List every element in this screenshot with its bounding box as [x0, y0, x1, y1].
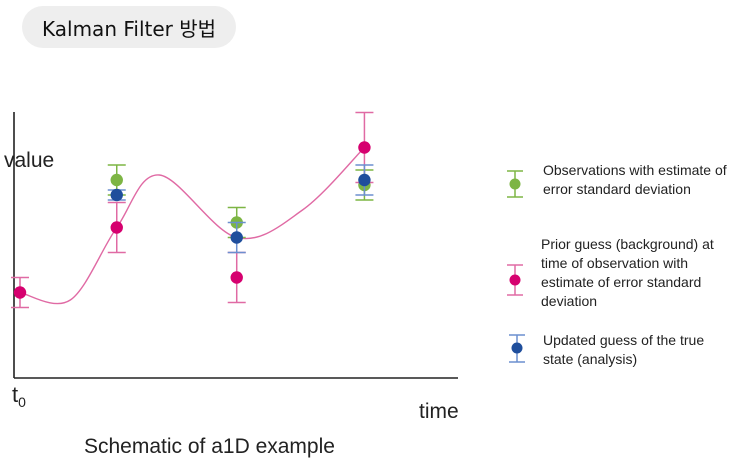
figure-caption: Schematic of a1D example: [84, 435, 335, 458]
prior-point-2: [227, 251, 246, 304]
origin-label-subscript: 0: [18, 394, 26, 410]
updated-point-2: [355, 164, 374, 196]
updated-point-0: [107, 188, 126, 202]
origin-label: t0: [12, 382, 26, 410]
prior-point-0: [11, 276, 29, 309]
prior-point-1: [107, 201, 126, 254]
y-axis-label: value: [4, 149, 54, 172]
observation-dot: [110, 173, 123, 187]
page-title-text: Kalman Filter 방법: [42, 16, 217, 41]
updated-point-1: [227, 221, 246, 254]
page-title: Kalman Filter 방법: [22, 6, 237, 48]
updated-dot: [358, 173, 371, 187]
updated-dot: [110, 188, 123, 202]
legend-updated-marker: [509, 334, 525, 363]
legend-prior-marker: [507, 264, 523, 296]
prior-dot: [110, 221, 123, 234]
updated-dot: [230, 231, 243, 244]
legend-updated-label: Updated guess of the true state (analysi…: [543, 332, 705, 367]
legend-prior-label: Prior guess (background) at time of obse…: [541, 236, 714, 309]
prior-guess-curve: [19, 147, 365, 305]
origin-label-t: t: [12, 382, 18, 407]
prior-dot: [230, 271, 243, 284]
legend-observation-label: Observations with estimate of error stan…: [543, 162, 727, 197]
prior-dot: [358, 141, 371, 154]
legend-observation-marker: [507, 170, 523, 198]
prior-dot: [13, 286, 27, 299]
x-axis-label: time: [419, 400, 459, 423]
